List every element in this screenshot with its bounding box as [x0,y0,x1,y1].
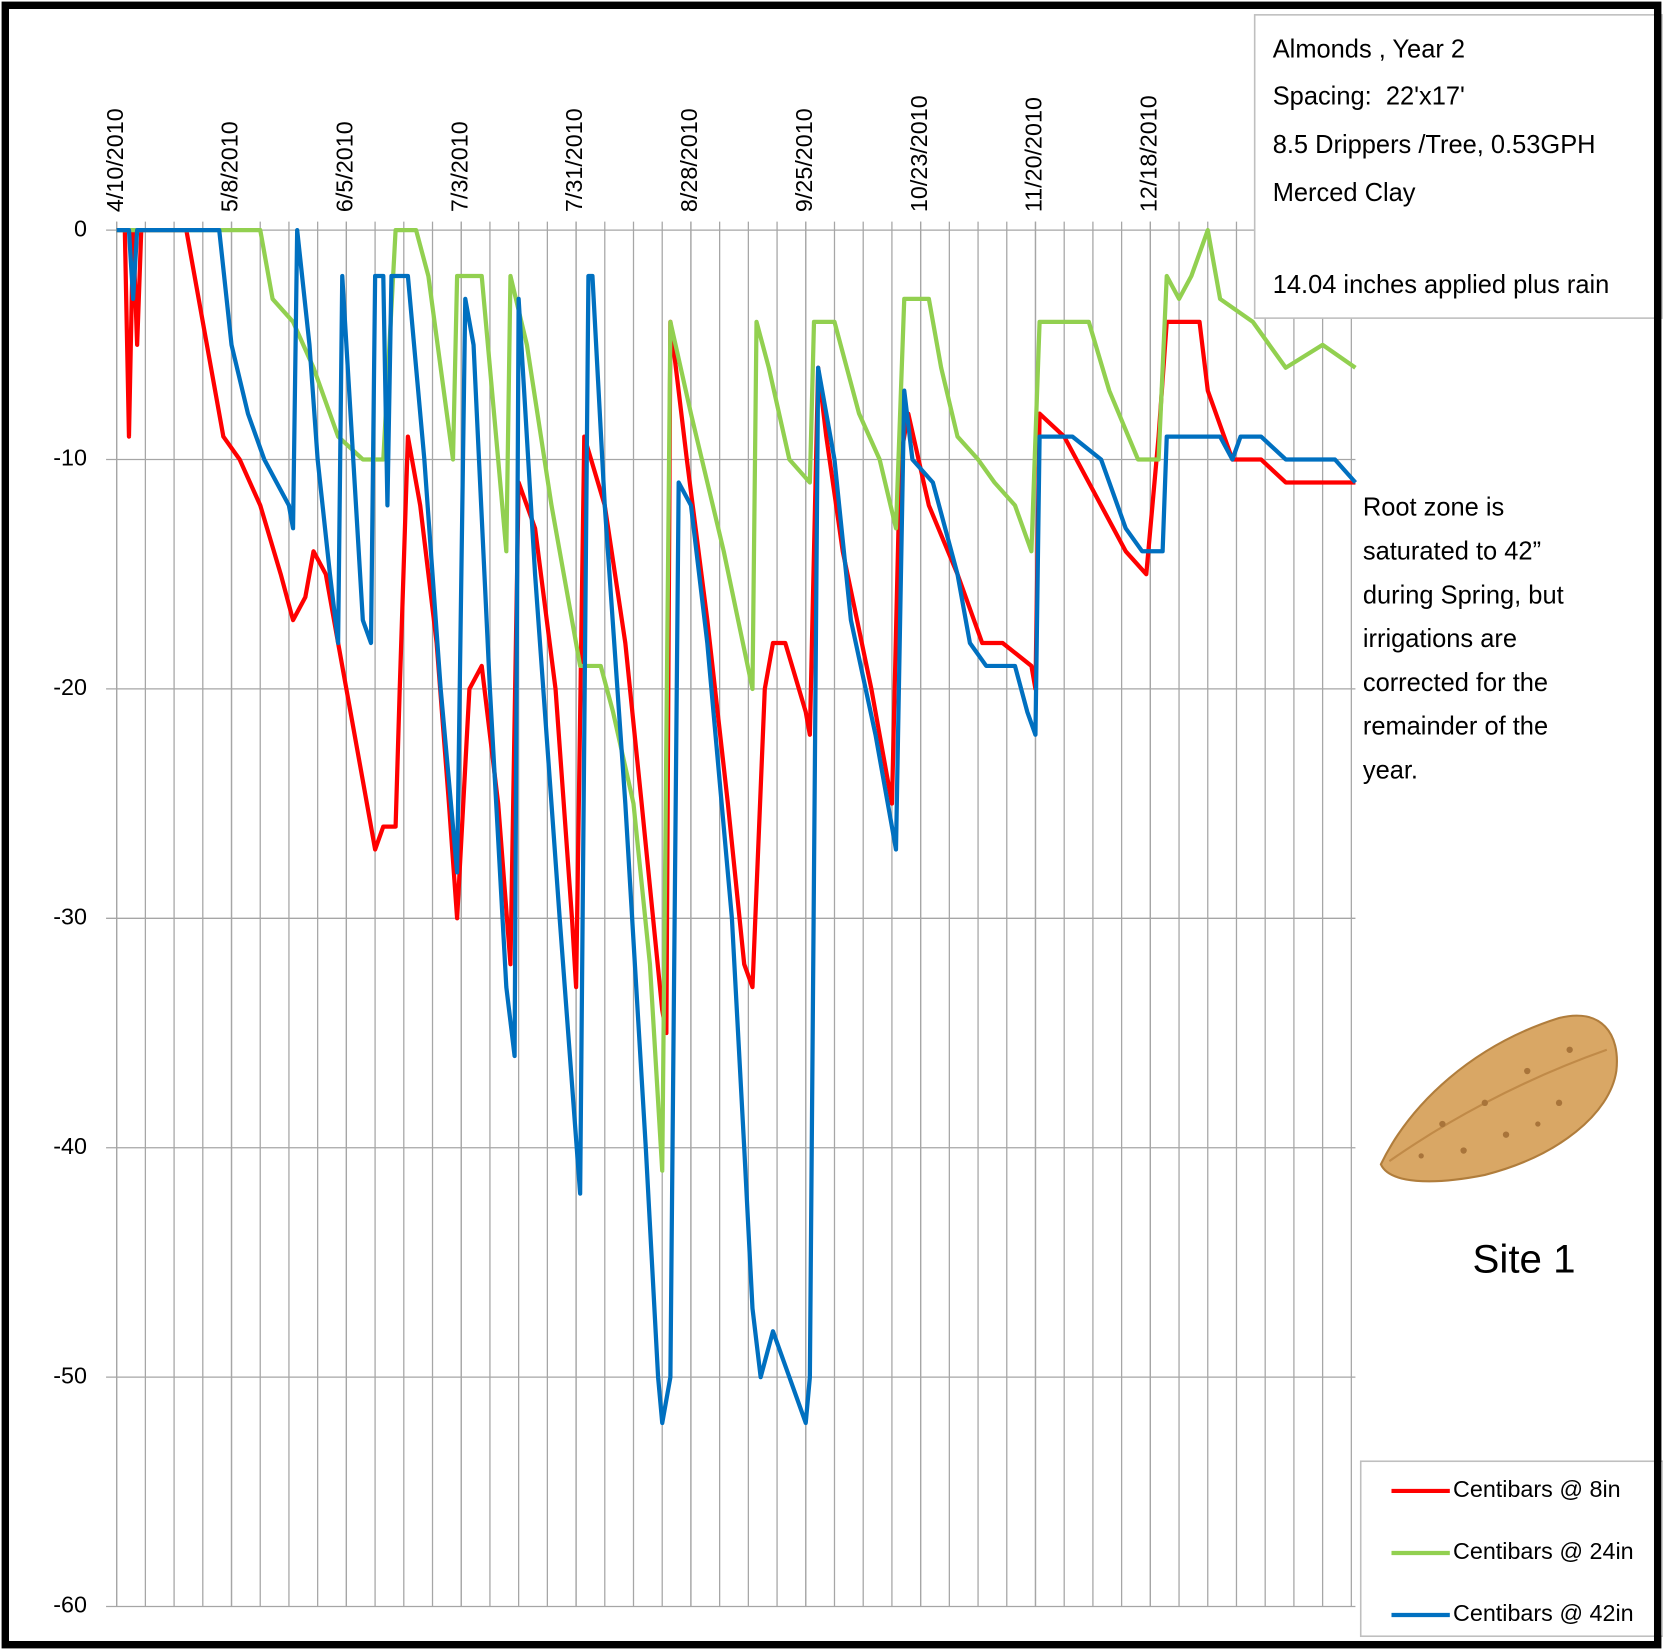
info-line: Almonds , Year 2 [1273,36,1465,64]
x-tick-label: 4/10/2010 [102,108,128,212]
legend-label: Centibars @ 24in [1453,1538,1634,1564]
y-tick-label: -10 [53,445,87,471]
site-label: Site 1 [1473,1236,1576,1281]
y-tick-label: -60 [53,1592,87,1618]
annotation-line: corrected for the [1363,669,1548,697]
y-tick-label: 0 [74,215,87,241]
x-tick-label: 6/5/2010 [332,121,358,212]
x-tick-label: 12/18/2010 [1135,95,1161,212]
x-tick-label: 5/8/2010 [217,121,243,212]
x-tick-label: 7/3/2010 [446,121,472,212]
x-tick-label: 10/23/2010 [906,95,932,212]
annotation-line: Root zone is [1363,494,1504,522]
info-line: Merced Clay [1273,179,1416,207]
annotation-line: irrigations are [1363,625,1517,653]
annotation-line: year. [1363,756,1418,784]
info-line: 14.04 inches applied plus rain [1273,271,1610,299]
y-tick-label: -20 [53,674,87,700]
y-tick-label: -30 [53,903,87,929]
annotation-line: during Spring, but [1363,581,1564,609]
annotation-line: saturated to 42” [1363,538,1541,566]
x-tick-label: 9/25/2010 [791,108,817,212]
annotation-line: remainder of the [1363,713,1548,741]
page: 4/10/2010 5/8/2010 6/5/2010 7/3/2010 7/31/20… [0,0,1663,1650]
x-tick-label: 7/31/2010 [561,108,587,212]
x-tick-label: 11/20/2010 [1021,97,1047,212]
legend-label: Centibars @ 8in [1453,1476,1621,1502]
info-line: 8.5 Drippers /Tree, 0.53GPH [1273,131,1596,159]
y-tick-label: -40 [53,1133,87,1159]
info-line: Spacing: 22'x17' [1273,82,1465,110]
y-tick-label: -50 [53,1362,87,1388]
legend-label: Centibars @ 42in [1453,1600,1634,1626]
x-tick-label: 8/28/2010 [676,108,702,212]
chart: 4/10/2010 5/8/2010 6/5/2010 7/3/2010 7/31/20… [0,0,1663,1650]
